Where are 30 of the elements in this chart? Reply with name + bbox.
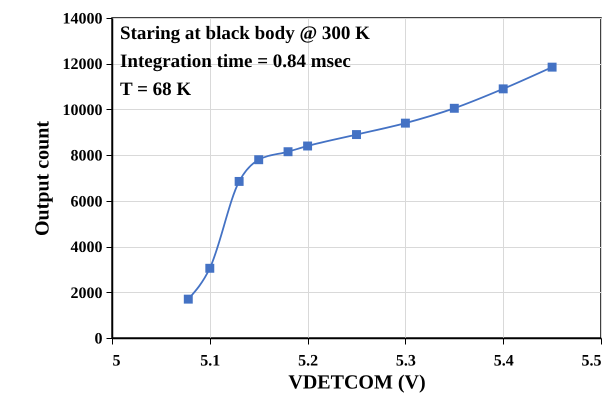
point — [234, 176, 244, 186]
x-axis-title: VDETCOM (V) — [288, 372, 426, 394]
point — [254, 155, 264, 164]
point — [303, 142, 312, 150]
x-tick-label: 5 — [112, 352, 120, 370]
x-tick-label: 5.3 — [396, 352, 416, 370]
annotation: Integration time = 0.84 msec — [120, 51, 351, 72]
y-axis-title: Output count — [32, 120, 54, 236]
annotation: T = 68 K — [120, 79, 192, 100]
point — [450, 104, 459, 113]
y-tick-label: 12000 — [62, 56, 102, 74]
x-tick-label: 5.1 — [200, 352, 220, 370]
point — [498, 84, 508, 94]
point — [400, 118, 410, 128]
y-tick-label: 0 — [94, 330, 102, 348]
x-tick-label: 5.5 — [582, 352, 602, 370]
y-tick-label: 14000 — [62, 10, 102, 28]
y-tick-label: 6000 — [70, 193, 102, 210]
y-tick-label: 4000 — [70, 239, 102, 256]
point — [184, 294, 193, 304]
point — [284, 147, 293, 156]
annotation: Staring at black body @ 300 K — [120, 23, 370, 44]
x-tick-label: 5.4 — [494, 352, 514, 370]
point — [352, 130, 361, 140]
point — [548, 62, 557, 72]
point — [205, 264, 214, 273]
y-tick-label: 10000 — [62, 102, 102, 119]
x-tick-label: 5.2 — [298, 352, 318, 370]
y-tick-label: 2000 — [70, 284, 102, 302]
y-tick-label: 8000 — [70, 148, 102, 165]
